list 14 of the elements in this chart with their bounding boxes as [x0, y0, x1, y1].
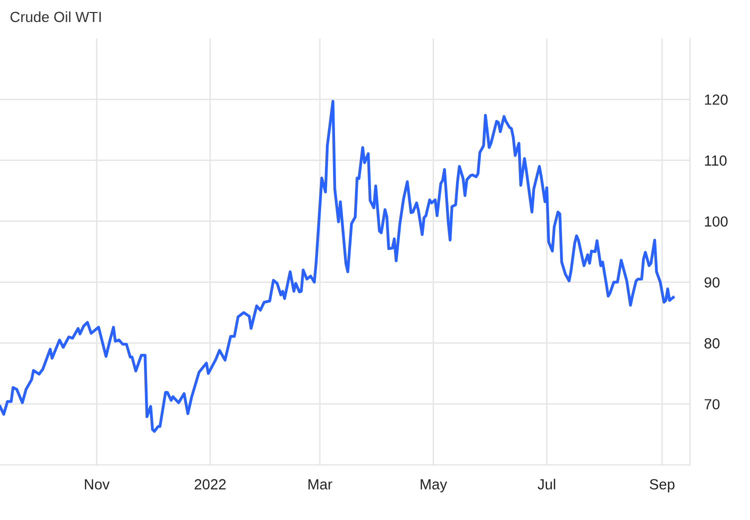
- x-tick-label: Jul: [538, 478, 556, 490]
- line-series: [0, 100, 675, 433]
- x-tick-label: Nov: [84, 479, 110, 490]
- y-tick-label: 90: [704, 277, 720, 288]
- y-tick-label: 100: [705, 216, 728, 227]
- y-tick-label: 120: [705, 94, 728, 105]
- x-tick-label: May: [420, 479, 448, 492]
- chart-title: Crude Oil WTI: [10, 11, 101, 22]
- x-tick-label: Sep: [650, 479, 674, 492]
- y-tick-label: 80: [704, 338, 720, 348]
- y-tick-label: 70: [704, 399, 720, 410]
- x-tick-label: Mar: [308, 479, 332, 490]
- y-tick-label: 110: [705, 155, 727, 166]
- x-tick-label: 2022: [194, 479, 226, 490]
